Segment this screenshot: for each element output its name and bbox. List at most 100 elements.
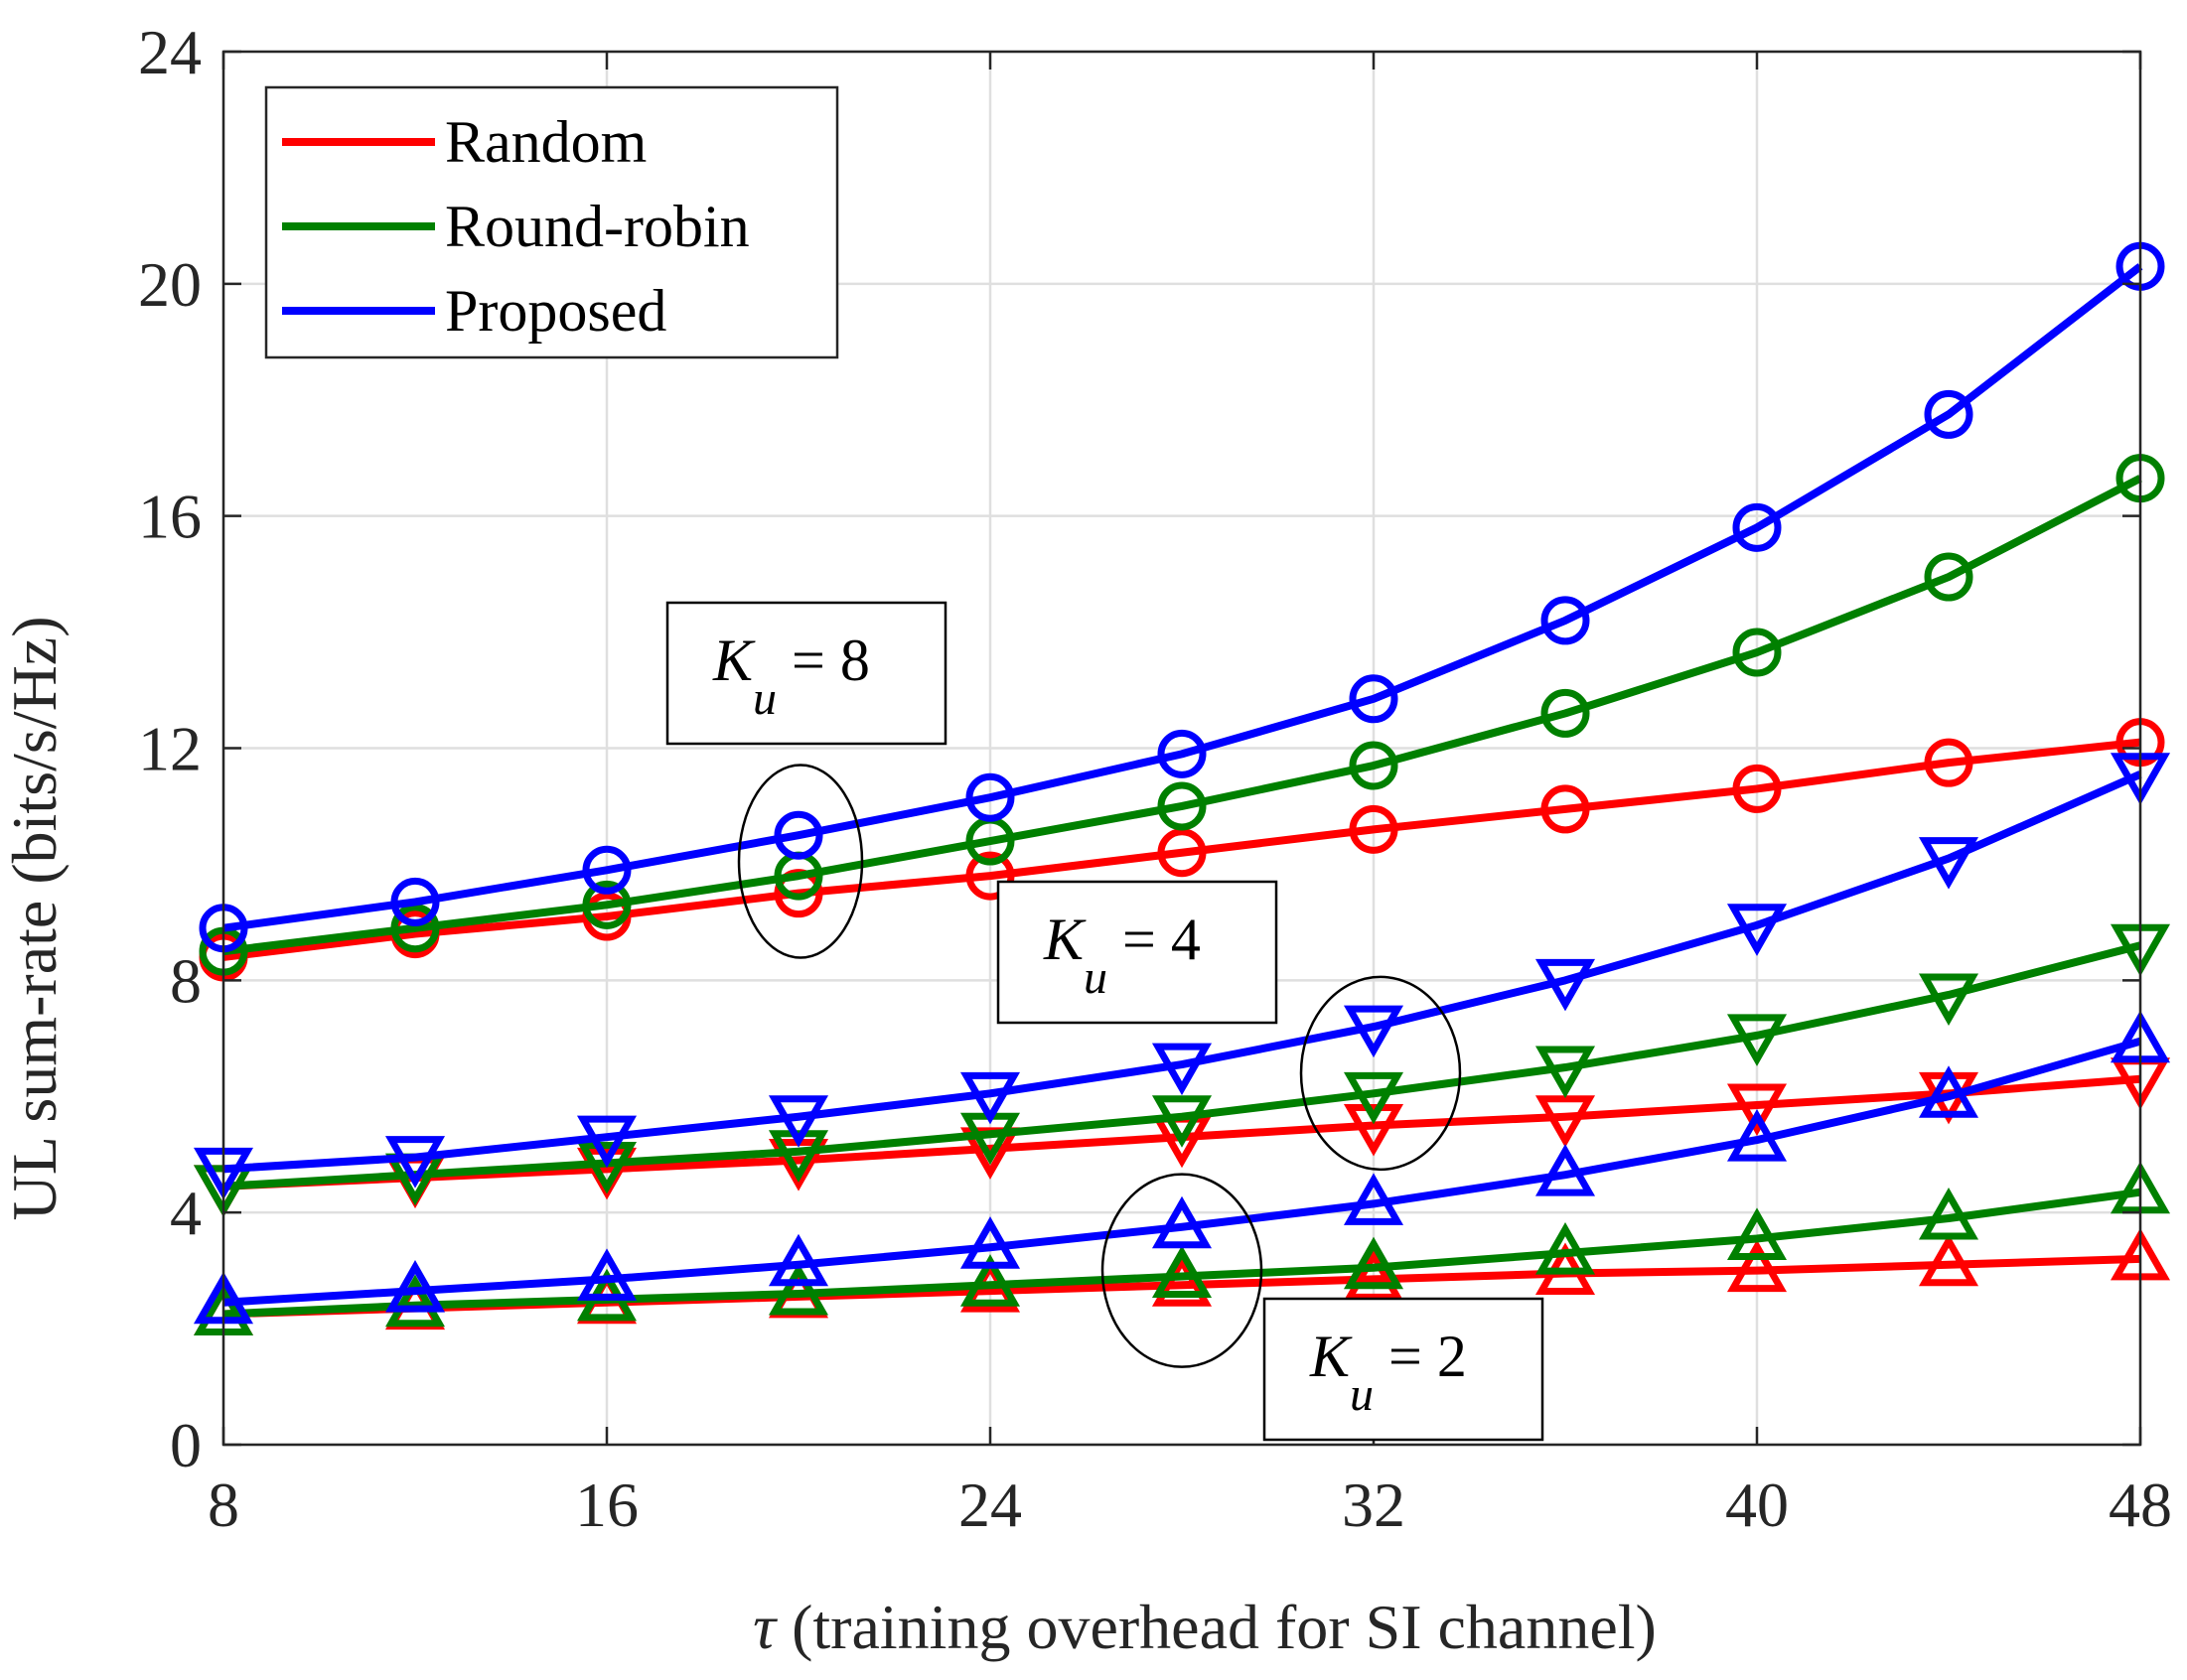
annotation-value: = 4 — [1107, 907, 1201, 972]
x-tick-label: 16 — [575, 1470, 639, 1540]
data-point-triangle-up — [1151, 1245, 1213, 1298]
series-proposed-ku2 — [193, 1010, 2171, 1325]
legend-label: Proposed — [445, 278, 666, 344]
series-line — [222, 263, 2143, 932]
data-point-circle — [774, 810, 823, 860]
data-point-circle — [1732, 628, 1782, 677]
data-point-triangle-down — [1726, 904, 1788, 956]
annotation-sub: u — [1350, 1368, 1374, 1421]
series-layer — [193, 241, 2171, 1335]
x-tick-label: 40 — [1725, 1470, 1789, 1540]
data-point-triangle-down — [384, 1136, 446, 1189]
data-point-triangle-down — [1151, 1043, 1213, 1096]
data-point-circle — [1924, 738, 1973, 787]
legend-label: Random — [445, 109, 647, 175]
grid — [221, 50, 2142, 1447]
data-point-triangle-up — [768, 1262, 829, 1316]
series-line — [222, 941, 2141, 1190]
data-point-circle — [1349, 674, 1398, 724]
y-tick-label: 4 — [170, 1178, 202, 1248]
legend-label: Round-robin — [445, 194, 750, 259]
y-tick-label: 12 — [138, 714, 202, 784]
data-point-triangle-down — [1534, 958, 1596, 1012]
x-tick-label: 8 — [208, 1470, 239, 1540]
data-point-triangle-down — [576, 1141, 638, 1194]
x-tick-label: 48 — [2109, 1470, 2172, 1540]
data-point-circle — [1540, 784, 1590, 834]
data-point-circle — [390, 877, 440, 926]
data-point-triangle-up — [1726, 1109, 1788, 1162]
data-point-triangle-down — [1151, 1095, 1213, 1148]
data-point-triangle-down — [1726, 1014, 1788, 1066]
x-axis-title-text: (training overhead for SI channel) — [776, 1592, 1657, 1662]
data-point-triangle-up — [1151, 1254, 1213, 1307]
annotation-sub: u — [753, 672, 777, 725]
data-point-circle — [965, 772, 1015, 822]
annotation-ellipse — [737, 764, 864, 959]
data-point-triangle-up — [959, 1216, 1021, 1269]
data-point-triangle-up — [1918, 1233, 1979, 1287]
y-tick-label: 20 — [138, 249, 202, 320]
data-point-triangle-up — [384, 1260, 446, 1313]
annotation-label: Ku = 2 — [1309, 1324, 1467, 1421]
data-point-triangle-up — [576, 1248, 638, 1301]
data-point-triangle-up — [1343, 1173, 1404, 1225]
data-point-triangle-down — [1343, 1103, 1404, 1157]
data-point-triangle-up — [1726, 1207, 1788, 1260]
data-point-circle — [1157, 828, 1207, 878]
data-point-triangle-down — [959, 1071, 1021, 1125]
data-point-circle — [1924, 389, 1973, 439]
x-axis-symbol: τ — [753, 1592, 778, 1662]
annotation-value: = 8 — [777, 628, 870, 693]
annotations: Ku = 8Ku = 4Ku = 2 — [665, 601, 1544, 1442]
data-point-circle — [1732, 502, 1782, 552]
data-point-triangle-down — [1343, 1071, 1404, 1125]
legend-item-proposed[interactable]: Proposed — [282, 278, 666, 344]
data-point-triangle-down — [1726, 1083, 1788, 1137]
annotation-label: Ku = 8 — [712, 628, 870, 725]
legend-item-round-robin[interactable]: Round-robin — [282, 194, 750, 259]
annotation-ku-2: Ku = 2 — [1100, 1173, 1544, 1442]
annotation-label: Ku = 4 — [1043, 907, 1201, 1004]
x-tick-label: 32 — [1342, 1470, 1405, 1540]
data-point-triangle-down — [1534, 1095, 1596, 1148]
data-point-circle — [1157, 729, 1207, 778]
data-point-circle — [1349, 741, 1398, 790]
data-point-triangle-up — [959, 1254, 1021, 1307]
annotation-value: = 2 — [1374, 1324, 1467, 1389]
x-tick-label: 24 — [958, 1470, 1022, 1540]
annotation-var: K — [1309, 1324, 1353, 1389]
annotation-box — [665, 601, 948, 746]
series-line — [222, 738, 2141, 961]
series-line — [222, 475, 2142, 956]
data-point-triangle-up — [1534, 1222, 1596, 1275]
y-axis-title: UL sum-rate (bits/s/Hz) — [0, 616, 70, 1220]
y-tick-label: 16 — [138, 482, 202, 552]
y-tick-label: 8 — [170, 945, 202, 1016]
data-point-circle — [1924, 552, 1973, 602]
axes — [221, 50, 2142, 1447]
data-point-triangle-up — [768, 1233, 829, 1287]
annotation-ku-8: Ku = 8 — [665, 601, 948, 959]
data-point-triangle-down — [1918, 837, 1979, 890]
data-point-triangle-down — [1918, 973, 1979, 1027]
data-point-triangle-up — [1343, 1236, 1404, 1290]
legend[interactable]: Random Round-robin Proposed — [264, 85, 839, 359]
data-point-circle — [582, 845, 632, 895]
annotation-box — [996, 880, 1278, 1025]
data-point-circle — [1540, 596, 1590, 645]
data-point-circle — [390, 904, 440, 953]
data-point-triangle-up — [384, 1274, 446, 1328]
y-tick-label: 0 — [170, 1410, 202, 1480]
legend-item-random[interactable]: Random — [282, 109, 647, 175]
data-point-triangle-down — [768, 1095, 829, 1148]
data-point-triangle-up — [1534, 1144, 1596, 1196]
data-point-triangle-down — [576, 1115, 638, 1169]
data-point-circle — [1157, 781, 1207, 831]
data-point-triangle-up — [1918, 1187, 1979, 1240]
data-point-circle — [965, 851, 1015, 901]
annotation-var: K — [712, 628, 756, 693]
data-point-circle — [582, 880, 632, 929]
annotation-sub: u — [1084, 951, 1107, 1004]
